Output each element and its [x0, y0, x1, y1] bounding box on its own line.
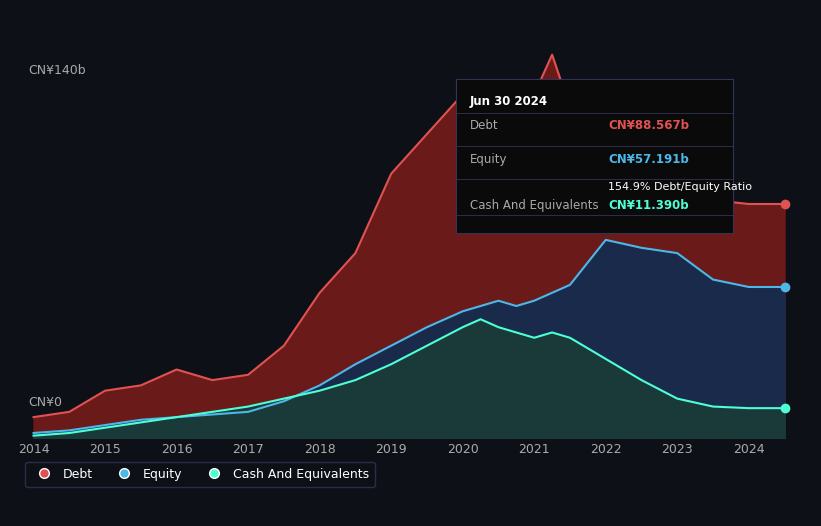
Text: CN¥0: CN¥0 — [29, 396, 62, 409]
Text: Cash And Equivalents: Cash And Equivalents — [470, 199, 599, 212]
Text: CN¥57.191b: CN¥57.191b — [608, 153, 689, 166]
Text: Jun 30 2024: Jun 30 2024 — [470, 95, 548, 108]
Text: CN¥140b: CN¥140b — [29, 64, 86, 77]
Text: CN¥11.390b: CN¥11.390b — [608, 199, 689, 212]
Text: 154.9% Debt/Equity Ratio: 154.9% Debt/Equity Ratio — [608, 182, 752, 192]
Text: CN¥88.567b: CN¥88.567b — [608, 119, 689, 132]
Text: Equity: Equity — [470, 153, 507, 166]
Text: Debt: Debt — [470, 119, 498, 132]
Legend: Debt, Equity, Cash And Equivalents: Debt, Equity, Cash And Equivalents — [25, 462, 375, 487]
